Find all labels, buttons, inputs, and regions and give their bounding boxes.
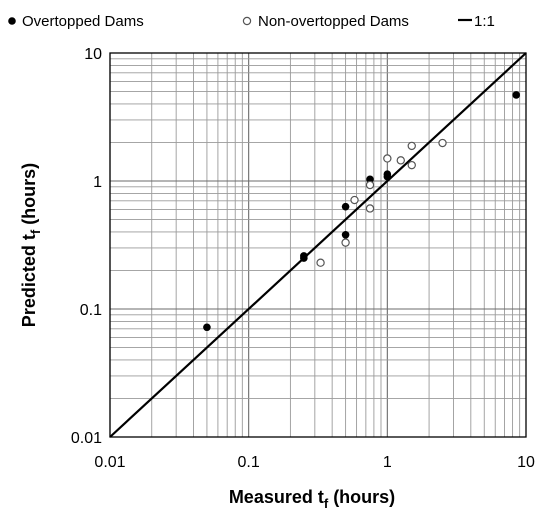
legend: Overtopped Dams Non-overtopped Dams 1:1 xyxy=(8,13,495,30)
non-overtopped-dam-point xyxy=(396,156,405,165)
non-overtopped-dam-point xyxy=(365,180,375,190)
x-tick-label: 0.01 xyxy=(94,454,125,471)
y-tick-label: 0.1 xyxy=(80,302,102,319)
overtopped-dam-point xyxy=(300,252,308,260)
tick-labels: 0.01 0.1 1 10 0.01 0.1 1 10 xyxy=(71,46,535,471)
non-overtopped-dam-point xyxy=(407,141,416,151)
overtopped-dam-point xyxy=(512,91,521,99)
y-tick-label: 0.01 xyxy=(71,430,102,447)
non-overtopped-dam-point xyxy=(383,154,392,163)
legend-label-overtopped: Overtopped Dams xyxy=(22,13,144,30)
legend-label-non-overtopped: Non-overtopped Dams xyxy=(258,13,409,30)
series-layer xyxy=(109,52,527,438)
legend-marker-overtopped xyxy=(8,17,16,25)
non-overtopped-dam-point xyxy=(350,195,359,205)
non-overtopped-dam-point xyxy=(438,138,447,148)
y-tick-label: 1 xyxy=(93,174,102,191)
y-axis-title-subscript: f xyxy=(28,229,43,234)
legend-marker-non-overtopped xyxy=(242,16,252,26)
overtopped-dam-point xyxy=(383,170,392,179)
x-tick-label: 0.1 xyxy=(238,454,260,471)
x-tick-label: 10 xyxy=(517,454,535,471)
non-overtopped-dam-point xyxy=(407,160,416,170)
series-line-one-to-one xyxy=(109,52,527,438)
x-tick-label: 1 xyxy=(383,454,392,471)
non-overtopped-dam-point xyxy=(365,204,375,213)
y-axis-title: Predicted tf (hours) xyxy=(19,163,43,327)
y-tick-label: 10 xyxy=(84,46,102,63)
plot-frame xyxy=(109,52,527,438)
overtopped-dam-point xyxy=(341,202,350,211)
overtopped-dam-point xyxy=(341,230,350,239)
x-axis-title: Measured tf (hours) xyxy=(229,487,395,511)
overtopped-dam-point xyxy=(366,175,374,184)
non-overtopped-dam-point xyxy=(316,258,325,267)
legend-label-one-to-one: 1:1 xyxy=(474,13,495,30)
non-overtopped-dam-point xyxy=(341,238,350,247)
overtopped-dam-point xyxy=(203,323,211,332)
x-axis-title-subscript: f xyxy=(324,496,329,511)
grid xyxy=(109,53,526,438)
